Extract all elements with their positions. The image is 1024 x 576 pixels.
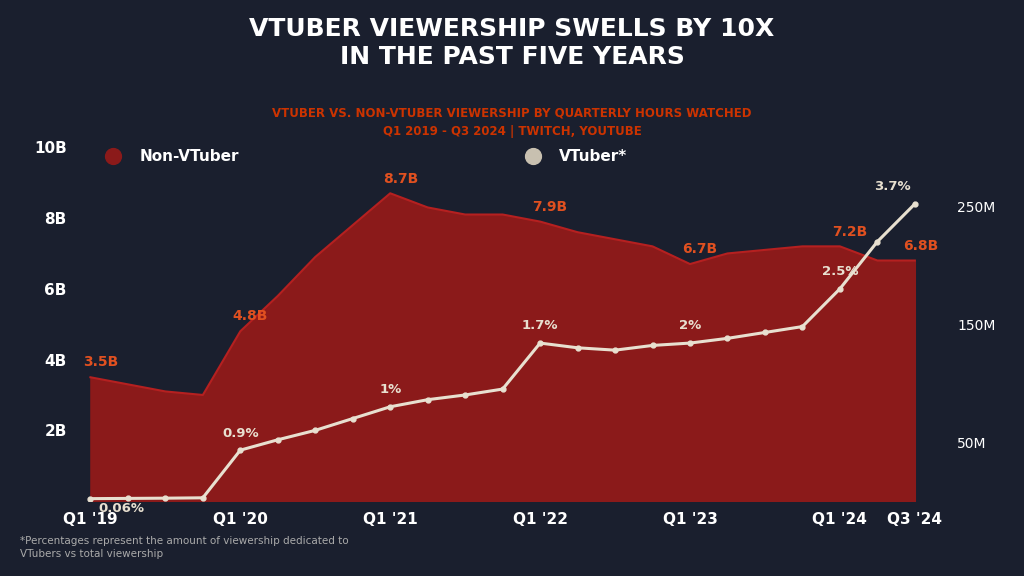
Text: 8.7B: 8.7B [383, 172, 418, 185]
Point [524, 151, 541, 161]
Text: 6.8B: 6.8B [903, 238, 939, 253]
Text: VTuber*: VTuber* [559, 149, 627, 164]
Text: 7.9B: 7.9B [532, 200, 567, 214]
Text: VTUBER VS. NON-VTUBER VIEWERSHIP BY QUARTERLY HOURS WATCHED
Q1 2019 - Q3 2024 | : VTUBER VS. NON-VTUBER VIEWERSHIP BY QUAR… [272, 107, 752, 138]
Text: Non-VTuber: Non-VTuber [139, 149, 239, 164]
Text: *Percentages represent the amount of viewership dedicated to
VTubers vs total vi: *Percentages represent the amount of vie… [20, 536, 349, 559]
Point [104, 151, 121, 161]
Text: 6.7B: 6.7B [683, 242, 718, 256]
Text: 1%: 1% [379, 383, 401, 396]
Text: 2%: 2% [679, 320, 701, 332]
Text: 4.8B: 4.8B [232, 309, 268, 324]
Text: 0.9%: 0.9% [222, 427, 259, 439]
Text: VTUBER VIEWERSHIP SWELLS BY 10X
IN THE PAST FIVE YEARS: VTUBER VIEWERSHIP SWELLS BY 10X IN THE P… [250, 17, 774, 69]
Text: 3.7%: 3.7% [874, 180, 911, 194]
Text: 3.5B: 3.5B [83, 355, 118, 369]
Text: 7.2B: 7.2B [833, 225, 867, 238]
Text: 1.7%: 1.7% [522, 320, 558, 332]
Text: 0.06%: 0.06% [98, 502, 144, 515]
Text: 2.5%: 2.5% [821, 265, 858, 278]
